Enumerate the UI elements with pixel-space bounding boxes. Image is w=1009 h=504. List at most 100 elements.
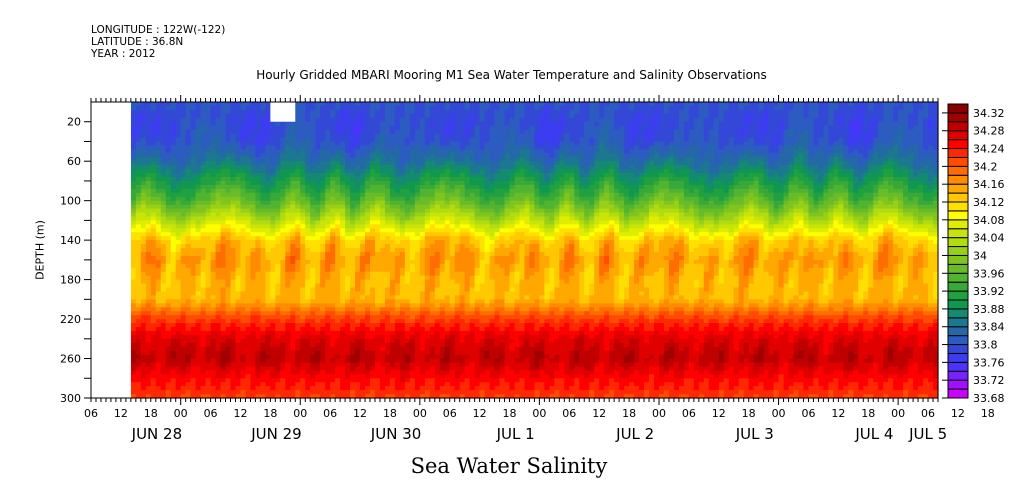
heatmap-cell bbox=[340, 137, 346, 143]
heatmap-cell bbox=[270, 315, 276, 320]
heatmap-cell bbox=[325, 334, 331, 340]
heatmap-cell bbox=[245, 232, 252, 237]
heatmap-cell bbox=[295, 141, 301, 147]
heatmap-cell bbox=[265, 251, 271, 257]
heatmap-cell bbox=[315, 188, 321, 194]
heatmap-cell bbox=[330, 279, 336, 285]
heatmap-cell bbox=[360, 121, 366, 127]
heatmap-cell bbox=[429, 248, 436, 253]
heatmap-cell bbox=[250, 323, 257, 328]
heatmap-cell bbox=[130, 236, 137, 241]
heatmap-cell bbox=[345, 362, 351, 368]
heatmap-cell bbox=[355, 315, 361, 320]
heatmap-cell bbox=[270, 165, 276, 170]
heatmap-cell bbox=[150, 149, 157, 154]
heatmap-cell bbox=[315, 212, 321, 218]
heatmap-cell bbox=[355, 255, 361, 261]
heatmap-cell bbox=[350, 125, 356, 131]
heatmap-cell bbox=[225, 204, 232, 210]
heatmap-cell bbox=[429, 330, 436, 336]
heatmap-cell bbox=[424, 315, 431, 320]
heatmap-cell bbox=[145, 157, 152, 162]
heatmap-cell bbox=[360, 323, 366, 328]
heatmap-cell bbox=[399, 105, 406, 111]
heatmap-cell bbox=[434, 291, 441, 296]
heatmap-cell bbox=[310, 137, 316, 143]
heatmap-cell bbox=[195, 102, 202, 107]
heatmap-cell bbox=[424, 204, 431, 210]
heatmap-cell bbox=[205, 137, 212, 143]
heatmap-cell bbox=[260, 220, 266, 225]
heatmap-cell bbox=[205, 125, 212, 131]
heatmap-cell bbox=[265, 216, 271, 221]
heatmap-cell bbox=[280, 173, 286, 178]
heatmap-cell bbox=[165, 204, 172, 210]
heatmap-cell bbox=[414, 149, 421, 154]
heatmap-cell bbox=[295, 224, 301, 229]
heatmap-cell bbox=[230, 117, 237, 123]
heatmap-cell bbox=[325, 263, 331, 269]
heatmap-cell bbox=[295, 232, 301, 237]
heatmap-cell bbox=[240, 248, 247, 253]
heatmap-cell bbox=[429, 307, 436, 312]
heatmap-cell bbox=[379, 129, 386, 135]
heatmap-cell bbox=[255, 196, 261, 202]
heatmap-cell bbox=[180, 291, 187, 296]
heatmap-cell bbox=[230, 374, 237, 379]
heatmap-cell bbox=[285, 263, 291, 269]
heatmap-cell bbox=[459, 157, 466, 162]
heatmap-cell bbox=[150, 390, 157, 395]
heatmap-cell bbox=[355, 117, 361, 123]
heatmap-cell bbox=[240, 129, 247, 135]
heatmap-cell bbox=[225, 109, 232, 115]
heatmap-cell bbox=[225, 137, 232, 143]
heatmap-cell bbox=[160, 319, 167, 324]
heatmap-cell bbox=[150, 117, 157, 123]
heatmap-cell bbox=[409, 121, 416, 127]
heatmap-cell bbox=[290, 196, 296, 202]
heatmap-cell bbox=[404, 291, 411, 296]
heatmap-cell bbox=[180, 173, 187, 178]
heatmap-cell bbox=[449, 287, 456, 293]
heatmap-cell bbox=[195, 358, 202, 364]
heatmap-cell bbox=[414, 323, 421, 328]
heatmap-cell bbox=[454, 220, 461, 225]
heatmap-cell bbox=[225, 394, 232, 399]
heatmap-cell bbox=[160, 303, 167, 308]
heatmap-cell bbox=[449, 196, 456, 202]
heatmap-cell bbox=[374, 319, 381, 324]
heatmap-cell bbox=[185, 394, 192, 399]
heatmap-cell bbox=[240, 232, 247, 237]
heatmap-cell bbox=[200, 370, 207, 375]
heatmap-cell bbox=[130, 141, 137, 147]
heatmap-cell bbox=[245, 291, 252, 296]
heatmap-cell bbox=[165, 354, 172, 360]
heatmap-cell bbox=[365, 216, 371, 221]
heatmap-cell bbox=[270, 267, 276, 273]
heatmap-cell bbox=[180, 240, 187, 245]
heatmap-cell bbox=[180, 157, 187, 162]
heatmap-cell bbox=[454, 113, 461, 119]
heatmap-cell bbox=[275, 358, 281, 364]
heatmap-cell bbox=[150, 283, 157, 289]
heatmap-cell bbox=[230, 330, 237, 336]
heatmap-cell bbox=[275, 145, 281, 150]
heatmap-cell bbox=[130, 323, 137, 328]
heatmap-cell bbox=[240, 141, 247, 147]
heatmap-cell bbox=[459, 196, 466, 202]
heatmap-cell bbox=[325, 311, 331, 316]
heatmap-cell bbox=[150, 169, 157, 174]
heatmap-cell bbox=[190, 173, 197, 178]
heatmap-cell bbox=[285, 259, 291, 265]
heatmap-cell bbox=[195, 255, 202, 261]
heatmap-cell bbox=[185, 105, 192, 111]
heatmap-cell bbox=[255, 346, 261, 352]
heatmap-cell bbox=[345, 232, 351, 237]
heatmap-cell bbox=[185, 338, 192, 344]
heatmap-cell bbox=[260, 358, 266, 364]
heatmap-cell bbox=[160, 180, 167, 186]
heatmap-cell bbox=[145, 263, 152, 269]
heatmap-cell bbox=[365, 382, 371, 387]
heatmap-cell bbox=[439, 386, 446, 391]
heatmap-cell bbox=[320, 338, 326, 344]
